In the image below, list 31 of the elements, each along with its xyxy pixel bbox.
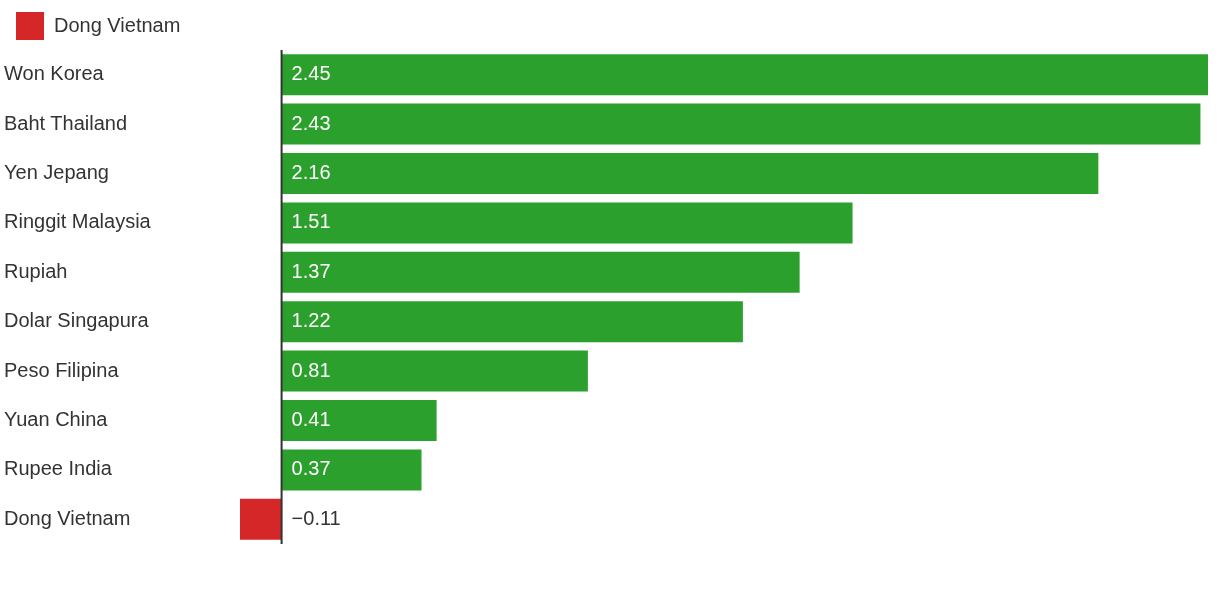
y-tick-label: Dong Vietnam [4,506,131,529]
y-tick-label: Yuan China [4,408,109,431]
data-label: 1.37 [291,259,331,282]
y-tick-label: Rupee India [4,457,113,480]
data-label: 0.37 [291,457,331,480]
data-label: 1.22 [291,309,331,332]
y-tick-label: Yen Jepang [4,161,109,184]
data-label: −0.11 [291,506,341,529]
data-label: 2.16 [291,161,331,184]
bar [281,153,1099,194]
y-tick-label: Peso Filipina [4,358,120,381]
bar [281,54,1208,96]
bar [281,400,437,441]
data-label: 2.43 [291,111,331,134]
y-tick-label: Rupiah [4,259,68,282]
data-label: 0.81 [291,358,331,381]
bar [281,301,743,343]
bar [240,498,282,540]
y-tick-label: Baht Thailand [4,111,128,134]
data-label: 0.41 [291,408,331,431]
data-label: 2.45 [291,62,331,85]
bar [281,350,588,392]
y-tick-label: Dolar Singapura [4,309,150,332]
bar [281,202,853,244]
bar [281,251,800,293]
y-tick-label: Won Korea [4,62,105,85]
bar [281,449,422,491]
data-label: 1.51 [291,210,331,233]
bar [281,103,1201,145]
y-tick-label: Ringgit Malaysia [4,210,152,233]
legend-label: Dong Vietnam [54,13,181,36]
